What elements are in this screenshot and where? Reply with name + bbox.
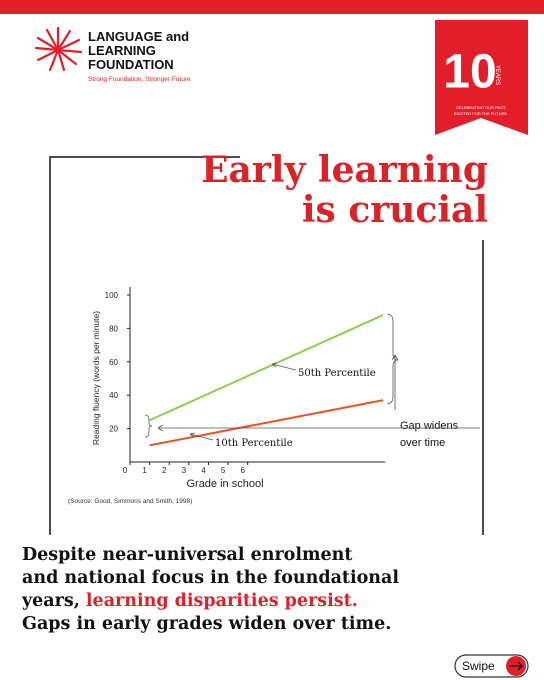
y-tick-label: 60 — [109, 358, 118, 367]
swipe-button[interactable]: Swipe — [454, 654, 529, 678]
badge — [435, 20, 528, 135]
tagline: Strong Foundation, Stronger Future — [88, 76, 191, 83]
x-tick-label: 4 — [201, 466, 206, 475]
series-label: 10th Percentile — [215, 438, 293, 449]
pointer — [391, 354, 399, 410]
org-name: FOUNDATION — [88, 57, 174, 72]
pointer — [189, 432, 214, 441]
body-text: years, — [21, 591, 86, 611]
body-text: and national focus in the foundational — [22, 568, 399, 588]
y-tick-label: 100 — [105, 291, 119, 300]
y-axis-label: Reading fluency (words per minute) — [91, 311, 101, 445]
body-text: Despite near-universal enrolment — [22, 545, 352, 565]
x-tick-label: 2 — [162, 466, 167, 475]
badge-caption: CELEBRATING OUR PAST, — [456, 105, 506, 110]
data-line — [149, 314, 384, 422]
x-tick-label: 0 — [123, 466, 128, 475]
logo-mark — [34, 26, 83, 72]
x-tick-label: 1 — [142, 466, 147, 475]
badge-number: 10 — [443, 46, 496, 99]
headline: is crucial — [302, 189, 488, 231]
y-tick-label: 20 — [109, 425, 118, 434]
top-bar — [0, 0, 544, 14]
x-axis-label: Grade in school — [186, 478, 263, 490]
y-tick-label: 40 — [109, 391, 118, 400]
body-text: years, learning disparities persist. — [21, 591, 358, 611]
body-text: Gaps in early grades widen over time. — [22, 614, 391, 634]
annotation: Gap widens — [400, 420, 459, 432]
org-name: LEARNING — [88, 43, 156, 58]
pointer — [157, 424, 480, 432]
annotation: over time — [400, 437, 445, 449]
brace — [144, 414, 153, 438]
body-highlight: learning disparities persist. — [86, 591, 358, 611]
x-tick-label: 5 — [221, 466, 226, 475]
x-tick-label: 6 — [240, 466, 245, 475]
badge-word: YEARS — [494, 65, 500, 85]
badge-caption: EXCITED FOR THE FUTURE. — [454, 111, 508, 116]
frame — [49, 156, 240, 535]
swipe-arrow[interactable] — [509, 661, 523, 671]
x-tick-label: 3 — [182, 466, 187, 475]
y-tick-label: 80 — [109, 324, 118, 333]
swipe-label[interactable]: Swipe — [462, 659, 495, 673]
headline: Early learning — [201, 149, 488, 191]
chart: 20 40 60 80 100 0 1 2 3 4 5 6 Grade in school Reading… — [68, 287, 480, 505]
series-label: 50th Percentile — [298, 368, 376, 379]
org-name: LANGUAGE and — [88, 29, 189, 44]
pointer — [271, 362, 297, 371]
source: (Source: Good, Simmons and Smith, 1998) — [68, 498, 192, 505]
data-line — [149, 399, 384, 447]
